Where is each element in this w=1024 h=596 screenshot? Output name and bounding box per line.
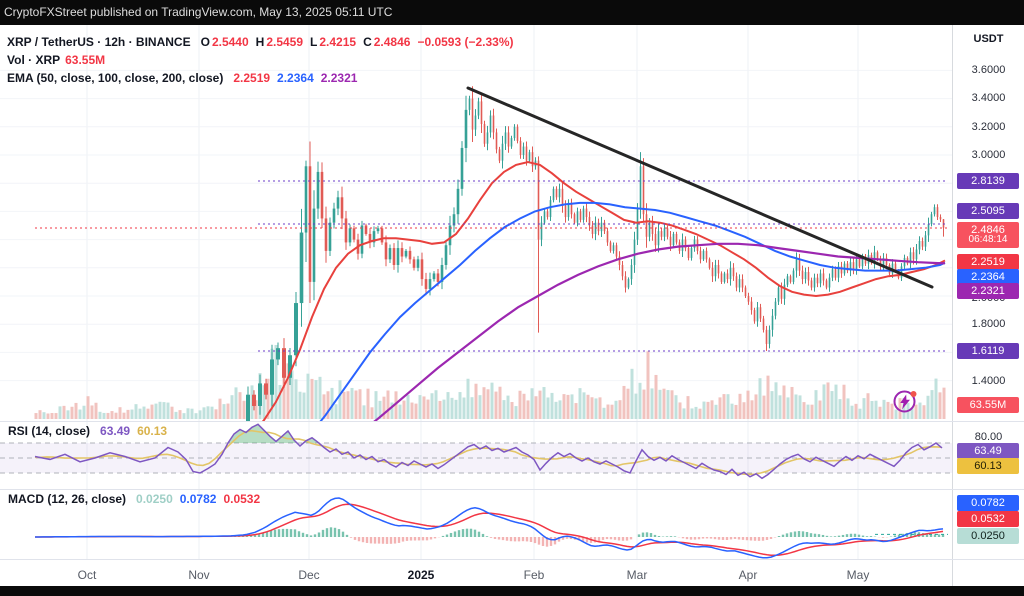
time-label-Feb: Feb — [523, 568, 545, 582]
attribution-bar: CryptoFXStreet published on TradingView.… — [0, 0, 1024, 25]
ohlc-close-value: 2.4846 — [373, 35, 411, 49]
ema100-value: 2.2364 — [277, 71, 314, 85]
price-badge-2.8139: 2.8139 — [957, 173, 1019, 189]
price-badge-60.13: 60.13 — [957, 458, 1019, 474]
price-label-80.00: 80.00 — [974, 431, 1003, 443]
price-badge-63.49: 63.49 — [957, 443, 1019, 459]
price-label-3.2000: 3.2000 — [971, 121, 1006, 133]
volume-label[interactable]: Vol · XRP — [7, 53, 61, 67]
rsi-line — [34, 423, 943, 480]
price-badge-0.0782: 0.0782 — [957, 495, 1019, 511]
volume-value: 63.55M — [65, 53, 106, 67]
time-label-Nov: Nov — [188, 568, 210, 582]
time-scale[interactable]: Oct Nov Dec 2025 Feb Mar Apr May — [0, 560, 952, 586]
macd-signal-line — [35, 503, 944, 557]
price-badge-2.5095: 2.5095 — [957, 203, 1019, 219]
ema-label[interactable]: EMA (50, close, 100, close, 200, close) — [7, 71, 224, 85]
flash-boost-button[interactable] — [891, 387, 919, 415]
descending-trendline[interactable] — [466, 86, 934, 289]
price-badge-2.2321: 2.2321 — [957, 283, 1019, 299]
price-badge-0.0532: 0.0532 — [957, 511, 1019, 527]
time-label-2025: 2025 — [407, 568, 435, 582]
price-label-1.8000: 1.8000 — [971, 318, 1006, 330]
ema50-line — [261, 160, 946, 421]
lightning-icon — [893, 390, 917, 413]
price-scale[interactable]: USDT 3.6000 3.4000 3.2000 3.0000 2.8139 2.509… — [952, 25, 1024, 586]
ema-lines — [261, 160, 946, 421]
rsi-ma-value: 60.13 — [137, 424, 168, 438]
macd-label[interactable]: MACD (12, 26, close) — [8, 492, 127, 506]
volume-row: Vol · XRP 63.55M — [7, 51, 514, 69]
ohlc-open-value: 2.5440 — [211, 35, 249, 49]
price-label-3.4000: 3.4000 — [971, 92, 1006, 104]
price-scale-unit: USDT — [973, 33, 1004, 45]
time-label-May: May — [846, 568, 870, 582]
main-legend: XRP / TetherUS · 12h · BINANCE O 2.5440 H 2.… — [7, 33, 514, 87]
ema200-value: 2.2321 — [320, 71, 358, 85]
bottom-bar — [0, 586, 1024, 596]
ema200-line — [373, 242, 946, 421]
rsi-pane — [0, 423, 952, 480]
price-badge-2.2364: 2.2364 — [957, 269, 1019, 285]
rsi-value: 63.49 — [100, 424, 131, 438]
ohlc-low-value: 2.4215 — [319, 35, 357, 49]
price-label-3.6000: 3.6000 — [971, 64, 1006, 76]
time-label-Apr: Apr — [738, 568, 758, 582]
ema-row: EMA (50, close, 100, close, 200, close) 2… — [7, 69, 514, 87]
rsi-legend: RSI (14, close) 63.49 60.13 — [8, 424, 167, 438]
ohlc-high-value: 2.5459 — [266, 35, 304, 49]
price-badge-2.2519: 2.2519 — [957, 254, 1019, 270]
macd-pane — [35, 497, 948, 559]
attribution-text: CryptoFXStreet published on TradingView.… — [4, 5, 393, 19]
price-label-1.4000: 1.4000 — [971, 375, 1006, 387]
price-badge-63.55M: 63.55M — [957, 397, 1019, 413]
macd-line — [35, 497, 944, 559]
pane-separator-macd-time — [0, 559, 1024, 560]
pane-separator-main-rsi[interactable] — [0, 421, 1024, 422]
chart-canvas[interactable] — [0, 0, 952, 596]
macd-legend: MACD (12, 26, close) 0.0250 0.0782 0.0532 — [8, 492, 260, 506]
ohlc-high-label: H — [255, 35, 265, 49]
ema100-line — [319, 201, 946, 421]
volume-bars — [34, 345, 946, 419]
ema50-value: 2.2519 — [233, 71, 271, 85]
time-label-Mar: Mar — [626, 568, 648, 582]
change-value: −0.0593 (−2.33%) — [417, 35, 514, 49]
symbol-title[interactable]: XRP / TetherUS · 12h · BINANCE — [7, 35, 191, 49]
pane-separator-rsi-macd[interactable] — [0, 489, 1024, 490]
price-badge-2.4846: 2.4846 06:48:14 — [957, 222, 1019, 248]
symbol-row: XRP / TetherUS · 12h · BINANCE O 2.5440 H 2.… — [7, 33, 514, 51]
rsi-label[interactable]: RSI (14, close) — [8, 424, 91, 438]
macd-hist-value: 0.0250 — [136, 492, 173, 506]
price-label-3.0000: 3.0000 — [971, 149, 1006, 161]
gridlines — [0, 25, 952, 559]
candlesticks — [246, 86, 945, 421]
price-badge-1.6119: 1.6119 — [957, 343, 1019, 359]
time-label-Oct: Oct — [77, 568, 97, 582]
macd-line-value: 0.0782 — [179, 492, 217, 506]
ohlc-low-label: L — [310, 35, 318, 49]
ohlc-close-label: C — [363, 35, 372, 49]
price-badge-0.0250: 0.0250 — [957, 528, 1019, 544]
countdown-timer: 06:48:14 — [968, 234, 1008, 245]
macd-signal-value: 0.0532 — [223, 492, 261, 506]
ohlc-open-label: O — [200, 35, 210, 49]
time-label-Dec: Dec — [298, 568, 320, 582]
